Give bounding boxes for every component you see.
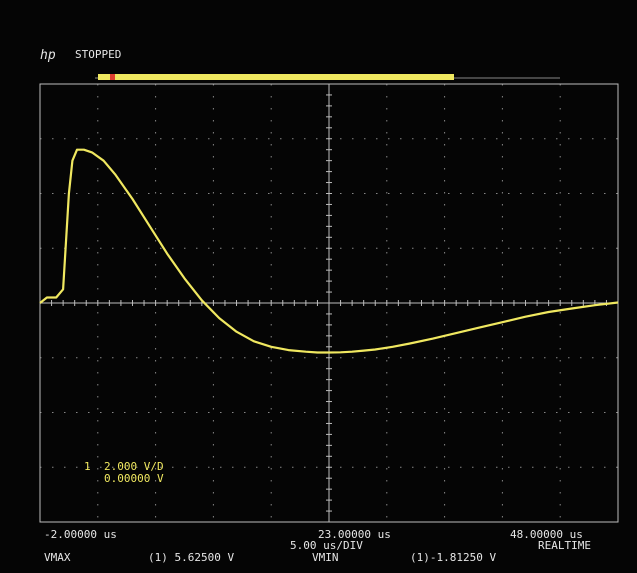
channel-scale: 2.000 V/D — [104, 460, 164, 473]
time-center-label: 23.00000 us — [318, 528, 391, 541]
vmin-label: VMIN — [312, 551, 339, 564]
channel-offset: 0.00000 V — [104, 472, 164, 485]
vmin-value: (1)-1.81250 V — [410, 551, 496, 564]
trigger-marker — [110, 74, 115, 80]
hp-logo: hp — [40, 48, 56, 63]
time-right-label: 48.00000 us — [510, 528, 583, 541]
vmax-label: VMAX — [44, 551, 71, 564]
channel-number: 1 — [84, 460, 91, 473]
status-text: STOPPED — [75, 48, 121, 61]
time-left-label: -2.00000 us — [44, 528, 117, 541]
time-window-fill — [98, 74, 454, 80]
time-per-div: 5.00 us/DIV — [290, 539, 363, 552]
time-window-bar — [95, 74, 560, 80]
waveform-trace — [39, 148, 619, 354]
vmax-value: (1) 5.62500 V — [148, 551, 234, 564]
acquisition-mode: REALTIME — [538, 539, 591, 552]
